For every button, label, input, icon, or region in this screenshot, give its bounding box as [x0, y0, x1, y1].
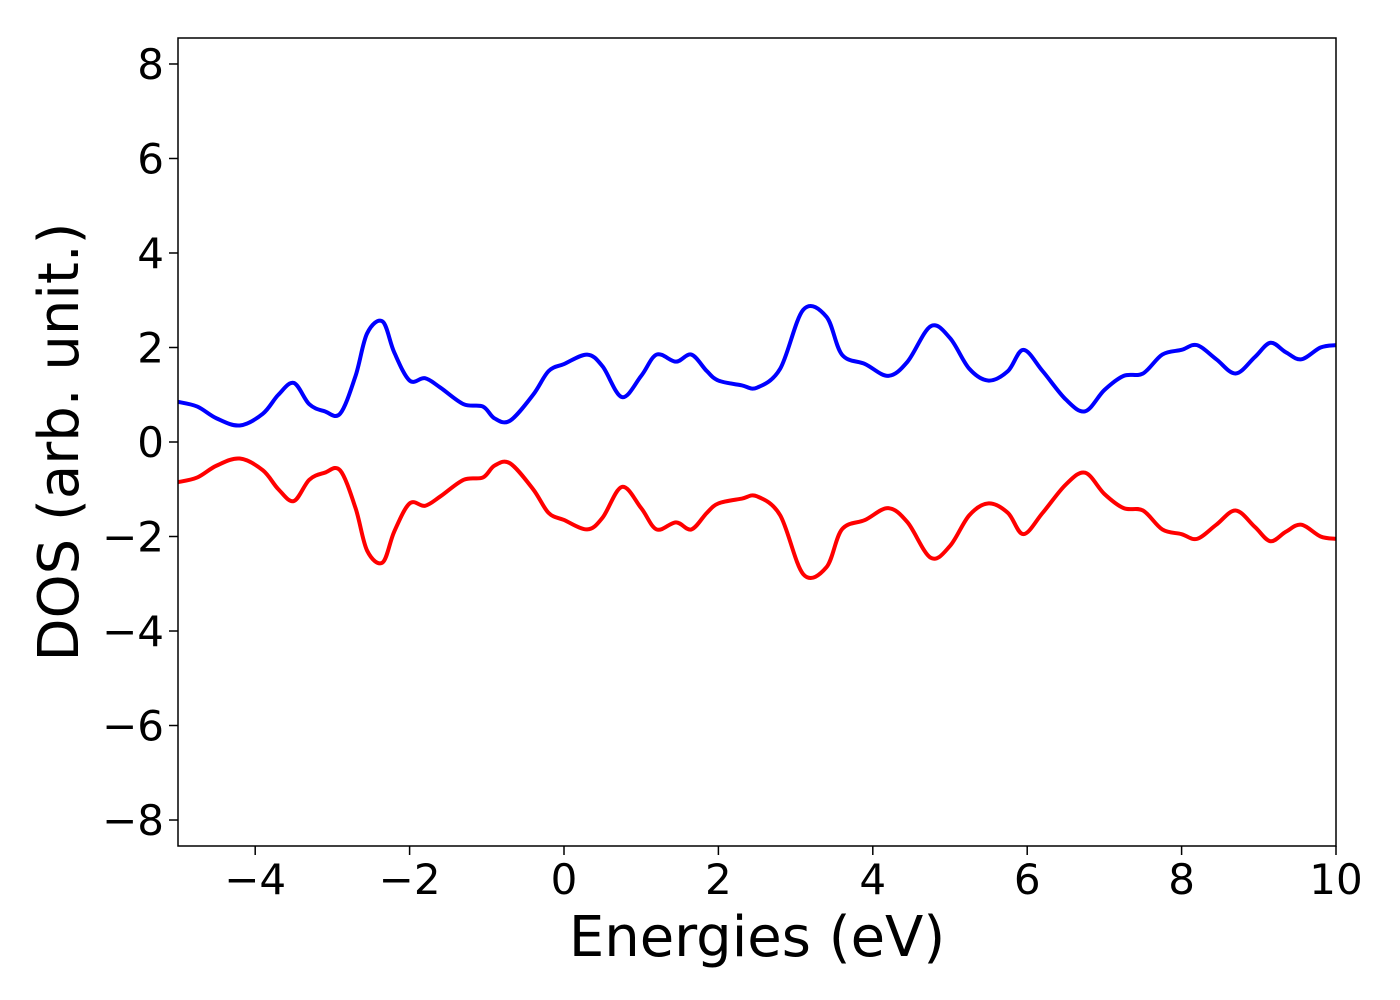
ticks-layer: −4 −2 0 2 4 6 8 10 8 6 4 2 0 −2 −4 −6 −8 [102, 40, 1363, 904]
plot-frame [177, 37, 1337, 847]
x-tick-label: 6 [1014, 855, 1041, 904]
x-tick-label: 0 [551, 855, 578, 904]
x-tick-label: −2 [379, 855, 441, 904]
series-layer [178, 304, 1336, 580]
y-tick-label: 4 [137, 229, 164, 278]
x-tick-label: 4 [859, 855, 886, 904]
x-axis-label: Energies (eV) [569, 905, 945, 970]
x-tick-label: 2 [705, 855, 732, 904]
plot-background [178, 38, 1336, 846]
y-tick-label: 6 [137, 134, 164, 183]
x-tick-label: 8 [1168, 855, 1195, 904]
y-tick-label: −8 [102, 796, 164, 845]
y-tick-label: 0 [137, 418, 164, 467]
series-line-0 [178, 304, 1336, 428]
x-tick-label: 10 [1309, 855, 1362, 904]
y-tick-label: 8 [137, 40, 164, 89]
y-tick-label: 2 [137, 323, 164, 372]
y-tick-label: −2 [102, 513, 164, 562]
y-axis-label: DOS (arb. unit.) [27, 222, 92, 661]
series-line-1 [178, 456, 1336, 580]
y-tick-label: −6 [102, 702, 164, 751]
x-tick-label: −4 [224, 855, 286, 904]
y-tick-label: −4 [102, 607, 164, 656]
